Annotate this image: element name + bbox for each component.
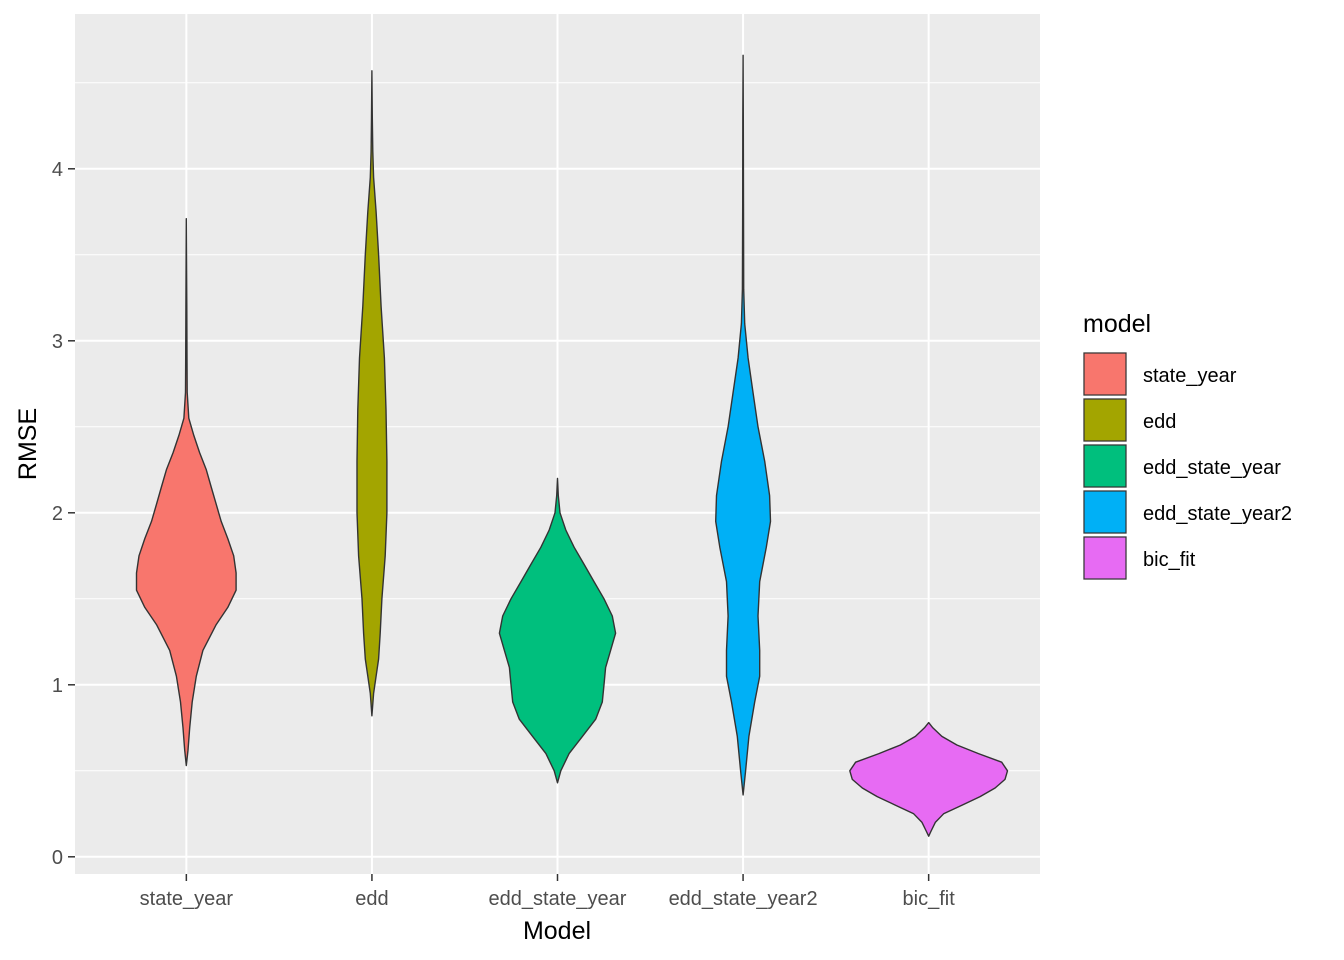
violin-edd-state-year2 bbox=[715, 54, 772, 796]
violin-edd bbox=[356, 70, 388, 717]
violin-bic-fit bbox=[849, 721, 1009, 837]
y-tick-label: 0 bbox=[52, 847, 63, 869]
y-axis-title: RMSE bbox=[14, 408, 42, 480]
x-tick-label: bic_fit bbox=[903, 888, 956, 910]
legend-label-edd-state-year: edd_state_year bbox=[1143, 457, 1281, 479]
y-tick-label: 1 bbox=[52, 675, 63, 697]
legend-swatch-edd-state-year2 bbox=[1083, 490, 1127, 534]
legend-title: model bbox=[1083, 310, 1151, 338]
y-tick-label: 3 bbox=[52, 331, 63, 353]
legend-label-edd-state-year2: edd_state_year2 bbox=[1143, 503, 1292, 525]
y-axis: 0 1 2 3 4 bbox=[52, 159, 75, 869]
x-tick-label: edd bbox=[355, 888, 388, 910]
legend-swatch-edd bbox=[1083, 398, 1127, 442]
legend-label-bic-fit: bic_fit bbox=[1143, 549, 1196, 571]
y-tick-label: 2 bbox=[52, 503, 63, 525]
x-tick-label: state_year bbox=[140, 888, 234, 910]
legend-label-state-year: state_year bbox=[1143, 365, 1237, 387]
legend-swatch-state-year bbox=[1083, 352, 1127, 396]
x-tick-label: edd_state_year bbox=[489, 888, 627, 910]
x-tick-label: edd_state_year2 bbox=[669, 888, 818, 910]
x-axis-title: Model bbox=[523, 917, 591, 945]
legend-swatch-edd-state-year bbox=[1083, 444, 1127, 488]
legend-swatch-bic-fit bbox=[1083, 536, 1127, 580]
y-tick-label: 4 bbox=[52, 159, 63, 181]
violin-group bbox=[135, 54, 1009, 837]
legend-label-edd: edd bbox=[1143, 411, 1176, 433]
x-axis: state_year edd edd_state_year edd_state_yea… bbox=[140, 874, 956, 910]
violin-state-year bbox=[135, 218, 237, 767]
violin-edd-state-year bbox=[498, 477, 617, 784]
